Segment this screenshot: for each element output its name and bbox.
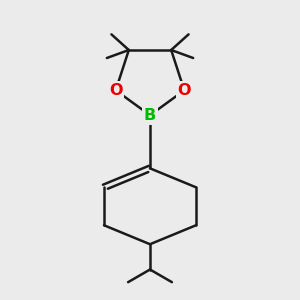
Text: O: O [109, 83, 122, 98]
Text: O: O [178, 83, 191, 98]
Text: B: B [144, 108, 156, 123]
